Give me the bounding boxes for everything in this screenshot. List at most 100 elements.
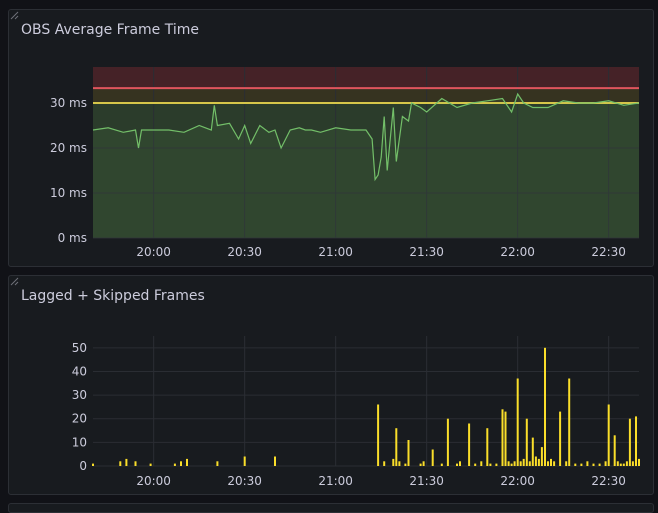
bar: [531, 437, 534, 466]
y-tick-label: 10: [72, 435, 87, 449]
bar: [480, 461, 483, 466]
x-tick-label: 21:00: [318, 245, 353, 259]
bar: [559, 411, 562, 466]
x-tick-label: 22:00: [500, 245, 535, 259]
bar: [537, 458, 540, 466]
bar: [134, 461, 137, 466]
bar: [547, 461, 549, 466]
bar: [404, 463, 407, 466]
resize-handle-icon[interactable]: [9, 10, 19, 20]
bar: [274, 456, 276, 466]
y-tick-label: 40: [72, 364, 87, 378]
frame-time-title: OBS Average Frame Time: [21, 22, 199, 38]
bar: [216, 461, 219, 466]
bar: [525, 418, 528, 466]
x-tick-label: 22:30: [591, 245, 626, 259]
bar: [395, 428, 398, 466]
bar: [619, 463, 622, 466]
bar: [510, 463, 513, 466]
bar: [495, 463, 498, 466]
bar: [528, 461, 531, 466]
x-tick-label: 20:30: [227, 245, 262, 259]
bar: [507, 461, 510, 466]
bar: [616, 461, 619, 466]
series-area: [93, 94, 639, 238]
x-tick-label: 20:00: [136, 245, 171, 259]
bar: [580, 463, 583, 466]
bar: [522, 458, 525, 466]
x-tick-label: 21:30: [409, 474, 444, 488]
x-tick-label: 21:00: [318, 474, 353, 488]
frame-time-chart[interactable]: 0 ms 10 ms 20 ms 30 ms 20:00 20:30 21:00 21:30 2…: [9, 10, 655, 268]
threshold-yellow-region: [93, 88, 639, 103]
bar: [553, 461, 556, 466]
lagged-frames-chart[interactable]: 0 10 20 30 40 50 20:00 20:30 21:00 21:30 22:00 22:3…: [9, 276, 655, 496]
bar: [628, 418, 631, 466]
bar: [474, 463, 477, 466]
lagged-frames-title: Lagged + Skipped Frames: [21, 288, 205, 304]
x-tick-label: 22:30: [591, 474, 626, 488]
bar: [568, 378, 571, 466]
bar: [550, 458, 552, 466]
bar: [638, 458, 640, 466]
bar: [422, 461, 425, 466]
x-tick-label: 20:00: [136, 474, 171, 488]
bar: [504, 411, 507, 466]
bar: [565, 461, 568, 466]
bar: [489, 463, 492, 466]
bar: [243, 456, 246, 466]
bar: [622, 463, 625, 466]
threshold-base-region: [93, 103, 639, 238]
bar: [392, 458, 395, 466]
bar: [592, 463, 595, 466]
bar: [149, 463, 152, 466]
threshold-red-region: [93, 67, 639, 89]
bar: [407, 440, 410, 466]
bar: [513, 461, 516, 466]
bar: [613, 435, 616, 466]
bar: [516, 378, 519, 466]
bar: [119, 461, 122, 466]
lagged-frames-panel: Lagged + Skipped Frames 0 10 20 30 40 50 20:00…: [8, 275, 654, 495]
bar: [431, 449, 434, 466]
bar: [92, 463, 94, 466]
y-tick-label: 20: [72, 412, 87, 426]
bar: [501, 409, 504, 466]
y-tick-label: 0 ms: [58, 231, 87, 245]
bar: [625, 461, 628, 466]
bar: [173, 463, 176, 466]
bar: [604, 461, 607, 466]
y-tick-label: 0: [79, 459, 87, 473]
bar: [631, 461, 634, 466]
bar: [377, 404, 380, 466]
x-tick-label: 21:30: [409, 245, 444, 259]
x-tick-label: 20:30: [227, 474, 262, 488]
bar: [180, 461, 182, 466]
y-tick-label: 50: [72, 341, 87, 355]
bar: [125, 458, 128, 466]
bar: [419, 463, 422, 466]
series-line: [92, 92, 640, 182]
y-tick-label: 20 ms: [50, 141, 87, 155]
bar: [459, 461, 461, 466]
bar: [534, 456, 537, 466]
bar: [598, 463, 601, 466]
bar: [383, 461, 386, 466]
y-tick-label: 10 ms: [50, 186, 87, 200]
resize-handle-icon[interactable]: [9, 276, 19, 286]
y-tick-label: 30: [72, 388, 87, 402]
bar: [486, 428, 489, 466]
bar: [586, 461, 589, 466]
bar: [446, 418, 449, 466]
bar: [574, 463, 577, 466]
bar: [540, 447, 543, 466]
bar: [398, 461, 401, 466]
bar: [519, 461, 522, 466]
bar: [544, 347, 546, 466]
frame-time-panel: OBS Average Frame Time 0 ms 10 ms 20 ms 30 …: [8, 9, 654, 267]
bar: [468, 423, 471, 466]
y-tick-label: 30 ms: [50, 96, 87, 110]
bar: [607, 404, 610, 466]
bar: [635, 416, 637, 466]
next-panel-edge: [8, 503, 654, 513]
